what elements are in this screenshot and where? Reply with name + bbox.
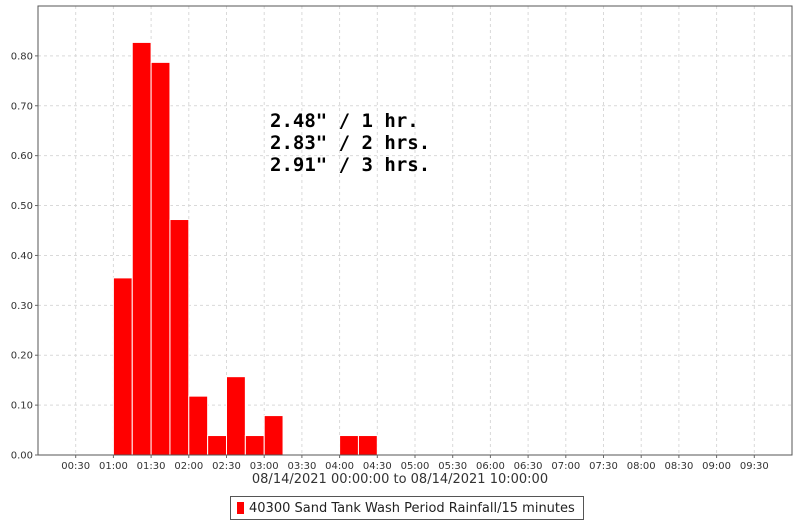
x-range-label: 08/14/2021 00:00:00 to 08/14/2021 10:00:… [251, 472, 549, 487]
annotation-1hr: 2.48" / 1 hr. [270, 110, 419, 132]
x-tick-label: 05:30 [438, 461, 467, 472]
x-tick-label: 02:30 [212, 461, 241, 472]
x-axis-ticks: 00:30 01:00 01:30 02:00 02:30 03:00 03:30 04:00… [61, 455, 769, 472]
x-tick-label: 08:30 [664, 461, 693, 472]
x-tick-label: 04:00 [325, 461, 354, 472]
y-tick-label: 0.10 [11, 401, 33, 412]
x-tick-label: 02:00 [174, 461, 203, 472]
y-tick-label: 0.20 [11, 351, 33, 362]
rainfall-bar [112, 277, 133, 456]
rainfall-bar [226, 376, 246, 456]
rainfall-bar [263, 415, 284, 456]
x-tick-label: 01:30 [137, 461, 166, 472]
y-tick-label: 0.80 [11, 51, 33, 62]
rainfall-bar [244, 435, 265, 456]
x-tick-label: 03:00 [250, 461, 279, 472]
y-tick-label: 0.70 [11, 101, 33, 112]
y-tick-label: 0.00 [11, 451, 33, 462]
y-tick-label: 0.30 [11, 301, 33, 312]
chart-bars [112, 41, 378, 456]
rainfall-bar [169, 219, 190, 456]
rainfall-bar [188, 395, 209, 456]
x-tick-label: 01:00 [99, 461, 128, 472]
rainfall-bar [339, 435, 359, 456]
x-tick-label: 00:30 [61, 461, 90, 472]
rainfall-bar [131, 41, 152, 456]
x-tick-label: 04:30 [363, 461, 392, 472]
rainfall-bar [207, 435, 227, 456]
y-tick-label: 0.40 [11, 251, 33, 262]
x-tick-label: 03:30 [287, 461, 316, 472]
legend-swatch [237, 502, 244, 514]
x-tick-label: 09:30 [740, 461, 769, 472]
rainfall-totals-annotation: 2.48" / 1 hr. 2.83" / 2 hrs. 2.91" / 3 h… [270, 110, 430, 176]
y-tick-label: 0.60 [11, 151, 33, 162]
x-tick-label: 06:30 [514, 461, 543, 472]
annotation-3hr: 2.91" / 3 hrs. [270, 154, 431, 176]
x-tick-label: 07:30 [589, 461, 618, 472]
x-tick-label: 09:00 [702, 461, 731, 472]
rainfall-bar [357, 435, 378, 456]
legend-label: 40300 Sand Tank Wash Period Rainfall/15 … [249, 500, 575, 516]
annotation-2hr: 2.83" / 2 hrs. [270, 132, 431, 154]
x-tick-label: 06:00 [476, 461, 505, 472]
y-axis-ticks: 0.00 0.10 0.20 0.30 0.40 0.50 0.60 0.70 0.80 [11, 51, 38, 462]
x-tick-label: 08:00 [627, 461, 656, 472]
x-tick-label: 07:00 [551, 461, 580, 472]
x-tick-label: 05:00 [401, 461, 430, 472]
chart-legend: 40300 Sand Tank Wash Period Rainfall/15 … [230, 496, 584, 520]
rainfall-bar [150, 61, 171, 456]
y-tick-label: 0.50 [11, 201, 33, 212]
chart-grid [38, 6, 792, 455]
